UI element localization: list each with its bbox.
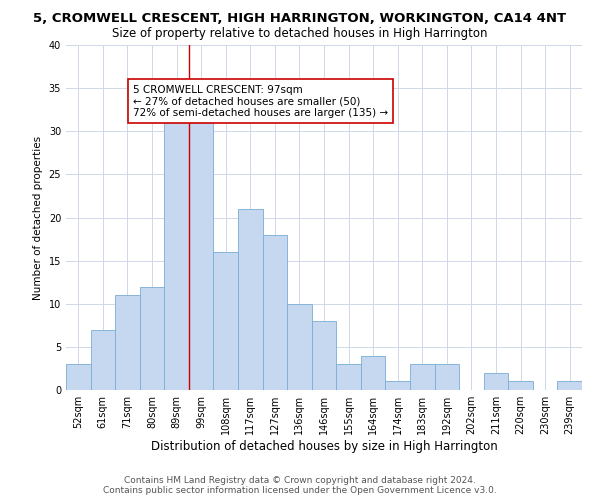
Text: Size of property relative to detached houses in High Harrington: Size of property relative to detached ho… xyxy=(112,28,488,40)
Bar xyxy=(385,382,410,390)
Bar xyxy=(189,114,214,390)
Bar xyxy=(263,235,287,390)
Text: 5 CROMWELL CRESCENT: 97sqm
← 27% of detached houses are smaller (50)
72% of semi: 5 CROMWELL CRESCENT: 97sqm ← 27% of deta… xyxy=(133,84,388,118)
Bar xyxy=(238,209,263,390)
Bar xyxy=(164,106,189,390)
Bar xyxy=(508,382,533,390)
Bar xyxy=(484,373,508,390)
Bar xyxy=(312,321,336,390)
Bar xyxy=(66,364,91,390)
Bar xyxy=(410,364,434,390)
Bar xyxy=(434,364,459,390)
Bar xyxy=(557,382,582,390)
Y-axis label: Number of detached properties: Number of detached properties xyxy=(33,136,43,300)
Bar xyxy=(140,286,164,390)
Bar xyxy=(115,295,140,390)
Bar xyxy=(336,364,361,390)
Text: 5, CROMWELL CRESCENT, HIGH HARRINGTON, WORKINGTON, CA14 4NT: 5, CROMWELL CRESCENT, HIGH HARRINGTON, W… xyxy=(34,12,566,26)
Bar xyxy=(361,356,385,390)
Bar xyxy=(214,252,238,390)
Text: Contains HM Land Registry data © Crown copyright and database right 2024.
Contai: Contains HM Land Registry data © Crown c… xyxy=(103,476,497,495)
Bar xyxy=(287,304,312,390)
Bar xyxy=(91,330,115,390)
X-axis label: Distribution of detached houses by size in High Harrington: Distribution of detached houses by size … xyxy=(151,440,497,453)
